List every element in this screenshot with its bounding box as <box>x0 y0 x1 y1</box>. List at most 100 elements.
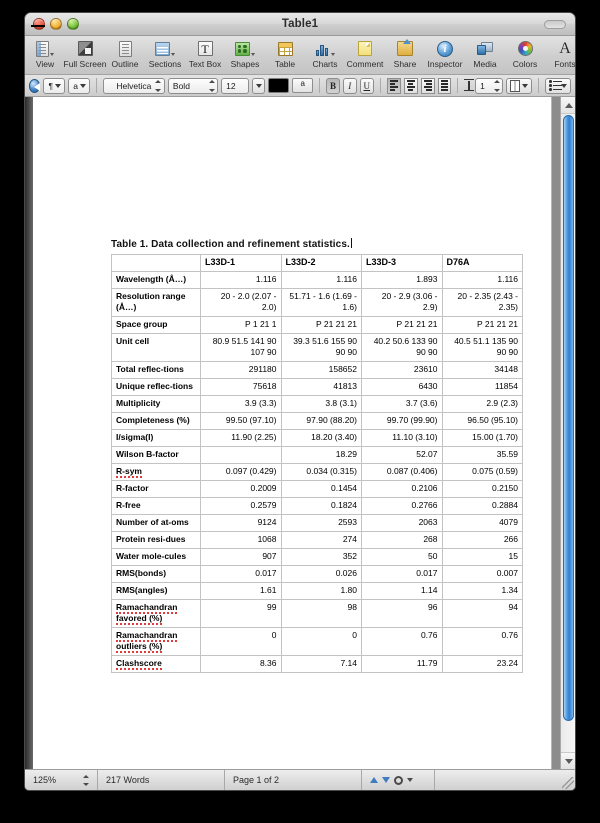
table-corner-cell[interactable] <box>111 254 201 272</box>
table-column-header[interactable]: D76A <box>441 254 523 272</box>
table-cell[interactable]: 96 <box>361 599 443 628</box>
toolbar-toggle-button[interactable] <box>544 19 566 29</box>
table-cell[interactable]: 50 <box>361 548 443 566</box>
italic-button[interactable]: I <box>342 77 357 94</box>
stepper-icon[interactable] <box>493 79 500 92</box>
table-cell[interactable]: 2593 <box>280 514 362 532</box>
table-row[interactable]: R-free 0.2579 0.1824 0.2766 0.2884 <box>111 497 523 515</box>
table-row[interactable]: Ramachandran outliers (%) 0 0 0.76 0.76 <box>111 627 523 656</box>
character-style-popup[interactable]: a <box>68 77 91 94</box>
table-cell[interactable]: 9124 <box>200 514 282 532</box>
table-cell[interactable]: 34148 <box>441 361 523 379</box>
table-cell[interactable]: 0.2579 <box>200 497 282 515</box>
table-row[interactable]: Number of at-oms 9124 2593 2063 4079 <box>111 514 523 532</box>
previous-page-icon[interactable] <box>370 777 378 783</box>
next-page-icon[interactable] <box>382 777 390 783</box>
toolbar-item-comment[interactable]: Comment <box>345 38 385 69</box>
table-cell[interactable]: 0.2884 <box>441 497 523 515</box>
toolbar-item-full-screen[interactable]: Full Screen <box>64 38 107 69</box>
table-cell[interactable]: P 21 21 21 <box>441 316 523 334</box>
stepper-icon[interactable] <box>82 774 89 786</box>
table-row-header[interactable]: Space group <box>111 316 201 334</box>
table-cell[interactable]: 8.36 <box>200 655 282 673</box>
table-cell[interactable]: 2063 <box>361 514 443 532</box>
table-cell[interactable]: 20 - 2.9 (3.06 - 2.9) <box>361 288 443 317</box>
table-cell[interactable]: 907 <box>200 548 282 566</box>
table-row[interactable]: Unique reflec-tions 75618 41813 6430 11854 <box>111 378 523 396</box>
underline-button[interactable]: U <box>359 77 375 94</box>
table-row-header[interactable]: Water mole-cules <box>111 548 201 566</box>
table-cell[interactable]: 266 <box>441 531 523 549</box>
table-cell[interactable]: 35.59 <box>441 446 523 464</box>
table-cell[interactable]: 99 <box>200 599 282 628</box>
table-cell[interactable]: 23610 <box>361 361 443 379</box>
list-style-button[interactable] <box>545 77 572 94</box>
table-cell[interactable]: 1.80 <box>280 582 362 600</box>
table-cell[interactable]: 0.2009 <box>200 480 282 498</box>
table-cell[interactable]: 99.50 (97.10) <box>200 412 282 430</box>
table-row[interactable]: Completeness (%) 99.50 (97.10) 97.90 (88.2… <box>111 412 523 430</box>
table-cell[interactable]: 3.7 (3.6) <box>361 395 443 413</box>
align-center-button[interactable] <box>403 77 418 94</box>
table-cell[interactable]: 40.2 50.6 133 90 90 90 <box>361 333 443 362</box>
minimize-button[interactable] <box>50 18 62 30</box>
table-row-header[interactable]: R-free <box>111 497 201 515</box>
table-row-header[interactable]: Unit cell <box>111 333 201 362</box>
align-right-button[interactable] <box>420 77 435 94</box>
table-row[interactable]: Total reflec-tions 291180 158652 23610 34148 <box>111 361 523 379</box>
paragraph-style-popup[interactable]: ¶ <box>43 77 66 94</box>
table-cell[interactable]: 23.24 <box>441 655 523 673</box>
table-row-header[interactable]: Number of at-oms <box>111 514 201 532</box>
table-cell[interactable]: 0.017 <box>361 565 443 583</box>
table-cell[interactable]: 15.00 (1.70) <box>441 429 523 447</box>
table-cell[interactable]: 96.50 (95.10) <box>441 412 523 430</box>
table-row[interactable]: Multiplicity 3.9 (3.3) 3.8 (3.1) 3.7 (3.6) 2… <box>111 395 523 413</box>
table-cell[interactable]: 75618 <box>200 378 282 396</box>
table-cell[interactable]: 0 <box>280 627 362 656</box>
table-cell[interactable]: 1.116 <box>200 271 282 289</box>
table-row-header[interactable]: Ramachandran outliers (%) <box>111 627 201 656</box>
table-cell[interactable]: 0.097 (0.429) <box>200 463 282 481</box>
table-cell[interactable]: 0.1454 <box>280 480 362 498</box>
font-size-field[interactable]: 12 <box>221 77 250 94</box>
columns-button[interactable] <box>506 77 533 94</box>
scrollbar-thumb[interactable] <box>563 115 574 721</box>
table-row[interactable]: Water mole-cules 907 352 50 15 <box>111 548 523 566</box>
scroll-up-button[interactable] <box>561 97 575 114</box>
font-size-popup-button[interactable] <box>252 77 266 94</box>
table-row-header[interactable]: Resolution range (Å…) <box>111 288 201 317</box>
table-cell[interactable]: 39.3 51.6 155 90 90 90 <box>280 333 362 362</box>
resize-handle[interactable] <box>562 777 574 789</box>
table-row[interactable]: Resolution range (Å…) 20 - 2.0 (2.07 - 2.… <box>111 288 523 317</box>
text-background-swatch[interactable]: a <box>31 25 314 93</box>
table-cell[interactable]: 18.29 <box>280 446 362 464</box>
table-row-header[interactable]: RMS(bonds) <box>111 565 201 583</box>
table-row-header[interactable]: Multiplicity <box>111 395 201 413</box>
gear-icon[interactable] <box>394 775 403 785</box>
table-cell[interactable]: 0.1824 <box>280 497 362 515</box>
table-cell[interactable]: 0.034 (0.315) <box>280 463 362 481</box>
table-cell[interactable]: 11.10 (3.10) <box>361 429 443 447</box>
table-cell[interactable]: 4079 <box>441 514 523 532</box>
table-cell[interactable]: 1.14 <box>361 582 443 600</box>
table-row-header[interactable]: Ramachandran favored (%) <box>111 599 201 628</box>
table-cell[interactable]: 1.116 <box>280 271 362 289</box>
table-cell[interactable]: 18.20 (3.40) <box>280 429 362 447</box>
table-cell[interactable]: 94 <box>441 599 523 628</box>
toolbar-item-fonts[interactable]: A Fonts <box>545 38 575 69</box>
table-row[interactable]: R-factor 0.2009 0.1454 0.2106 0.2150 <box>111 480 523 498</box>
table-row-header[interactable]: Completeness (%) <box>111 412 201 430</box>
table-cell[interactable]: 1.34 <box>441 582 523 600</box>
font-style-select[interactable]: Bold <box>167 77 219 94</box>
toolbar-item-media[interactable]: Media <box>465 38 505 69</box>
table-cell[interactable]: 99.70 (99.90) <box>361 412 443 430</box>
zoom-button[interactable] <box>67 18 79 30</box>
table-cell[interactable]: 80.9 51.5 141 90 107 90 <box>200 333 282 362</box>
table-row[interactable]: R-sym 0.097 (0.429) 0.034 (0.315) 0.087 (0.… <box>111 463 523 481</box>
table-column-header[interactable]: L33D-1 <box>200 254 282 272</box>
table-cell[interactable]: 11.79 <box>361 655 443 673</box>
table-row[interactable]: I/sigma(I) 11.90 (2.25) 18.20 (3.40) 11.10 … <box>111 429 523 447</box>
table-cell[interactable]: 0.2106 <box>361 480 443 498</box>
line-spacing-field[interactable]: 1 <box>475 77 504 94</box>
toolbar-item-charts[interactable]: Charts <box>305 38 345 69</box>
